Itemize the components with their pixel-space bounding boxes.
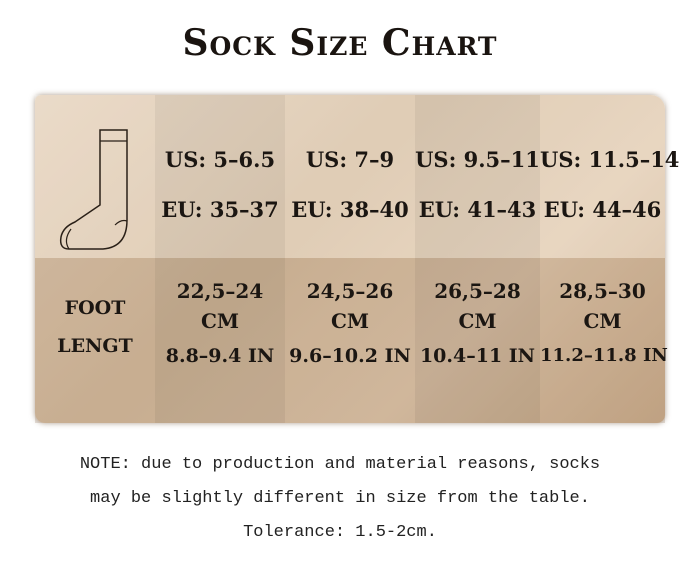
us-size: US: 5–6.5 [164, 147, 276, 172]
sock-icon [59, 129, 128, 250]
us-size: US: 7–9 [305, 147, 395, 172]
column-3 [415, 95, 540, 423]
row-label-length: LENGT [57, 335, 133, 357]
size-table: FOOT LENGT US: 5–6.5 EU: 35–37 22,5–24 C… [35, 95, 680, 423]
size-row [35, 95, 665, 258]
eu-size: EU: 41–43 [418, 197, 537, 222]
inch-length: 11.2–11.8 IN [540, 345, 668, 366]
inch-length: 9.6–10.2 IN [289, 345, 411, 367]
eu-size: EU: 38–40 [291, 197, 409, 222]
row-label-foot: FOOT [64, 297, 126, 319]
eu-size: EU: 44–46 [543, 197, 662, 222]
note-line-3: Tolerance: 1.5-2cm. [243, 523, 437, 542]
foot-length-row [35, 258, 665, 423]
cm-unit: CM [330, 309, 370, 333]
cm-length: 26,5–28 [434, 279, 521, 303]
note-line-2: may be slightly different in size from t… [90, 489, 590, 508]
note-line-1: NOTE: due to production and material rea… [79, 455, 601, 474]
cm-length: 22,5–24 [176, 279, 264, 303]
cm-length: 24,5–26 [306, 279, 394, 303]
us-size: US: 11.5–14 [540, 147, 680, 172]
eu-size: EU: 35–37 [161, 197, 279, 222]
cm-unit: CM [200, 309, 240, 333]
page-title: Sock Size Chart [182, 22, 498, 64]
inch-length: 8.8–9.4 IN [165, 345, 275, 367]
column-1 [155, 95, 285, 423]
inch-length: 10.4–11 IN [419, 345, 536, 367]
cm-unit: CM [583, 309, 622, 333]
us-size: US: 9.5–11 [415, 147, 540, 172]
cm-unit: CM [458, 309, 497, 333]
cm-length: 28,5–30 [559, 279, 646, 303]
